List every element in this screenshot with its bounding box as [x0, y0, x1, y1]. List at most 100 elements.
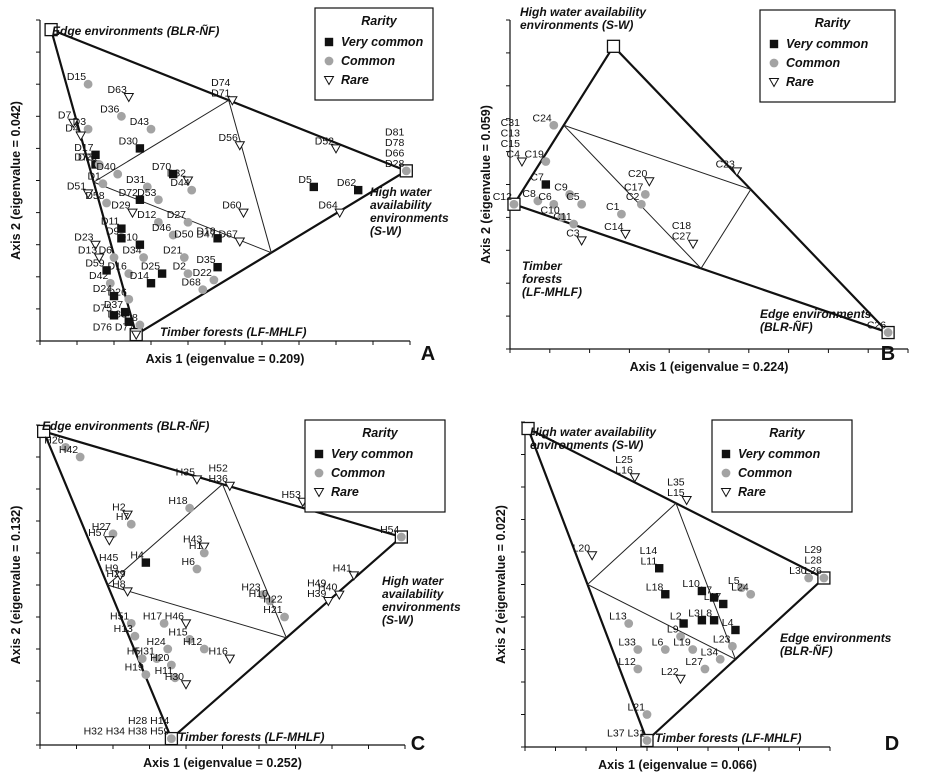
legend-marker-very-common — [769, 39, 779, 49]
data-point-common — [660, 645, 670, 654]
inner-triangle — [92, 99, 273, 254]
data-point-common — [108, 529, 118, 539]
data-point-common — [676, 632, 685, 641]
x-axis-label: Axis 1 (eigenvalue = 0.066) — [598, 758, 757, 772]
x-axis-label: Axis 1 (eigenvalue = 0.224) — [630, 360, 789, 374]
data-point-common — [98, 179, 108, 189]
data-point-common — [170, 673, 180, 683]
point-label: C8 — [522, 188, 536, 200]
data-point-common — [533, 196, 543, 206]
point-label: H57 — [88, 527, 107, 539]
point-label: L13 — [609, 611, 627, 623]
point-label: H7 — [116, 511, 130, 523]
environment-label: High water availability environments (S-W… — [530, 425, 657, 452]
data-point-very-common — [157, 269, 167, 278]
data-point-very-common — [146, 279, 156, 288]
data-point-very-common — [117, 234, 126, 243]
point-label: D1 — [87, 171, 101, 183]
data-point-common — [642, 710, 652, 719]
point-label: D29 — [111, 200, 130, 212]
data-point-common — [209, 275, 219, 285]
data-point-rare — [90, 240, 101, 251]
point-label: C23 — [716, 158, 735, 170]
y-axis-label: Axis 2 (eigenvalue = 0.042) — [9, 101, 23, 260]
data-point-common — [549, 120, 559, 130]
data-point-common — [577, 199, 587, 209]
point-label: D59 — [85, 257, 104, 269]
inner-triangle — [563, 124, 752, 270]
point-label: H29 H8 — [106, 568, 125, 591]
point-label: D24 — [93, 283, 112, 295]
data-point-common — [126, 619, 136, 628]
legend-title: Rarity — [769, 426, 805, 440]
point-label: D51 — [67, 180, 86, 192]
data-point-common — [102, 198, 111, 208]
point-label: H19 — [125, 662, 144, 674]
environment-label: Timber forests (LF-MHLF) — [522, 259, 582, 299]
data-point-rare — [234, 237, 246, 248]
data-point-common — [124, 294, 134, 304]
data-point-rare — [643, 177, 655, 187]
point-label: D8 — [124, 312, 138, 324]
data-point-rare — [334, 208, 346, 219]
point-label: D11 — [101, 216, 120, 228]
panel-d: High water availability environments (S-W… — [494, 419, 899, 772]
data-point-rare — [93, 253, 105, 264]
data-point-common — [509, 199, 519, 209]
point-label: H43 — [183, 534, 202, 546]
data-point-common — [137, 654, 147, 663]
data-point-very-common — [124, 317, 133, 326]
data-point-common — [61, 443, 70, 452]
legend-label-rare: Rare — [786, 75, 814, 89]
data-point-very-common — [135, 144, 145, 153]
point-label: H42 — [59, 444, 78, 456]
data-point-rare — [130, 330, 142, 341]
data-point-very-common — [213, 262, 222, 272]
point-label: H15 — [168, 626, 187, 638]
point-label: L29 L28 L26 — [804, 544, 822, 577]
data-point-common — [396, 532, 406, 542]
data-point-common — [265, 596, 275, 606]
legend-marker-very-common — [721, 449, 731, 459]
legend-label-common: Common — [738, 466, 793, 480]
data-point-common — [737, 583, 746, 593]
data-point-common — [192, 564, 202, 574]
data-point-common — [135, 320, 145, 330]
data-point-rare — [122, 587, 133, 597]
point-label: C17 — [624, 181, 643, 193]
legend-marker-common — [324, 56, 334, 66]
legend-marker-rare — [768, 78, 780, 88]
y-axis-label: Axis 2 (eigenvalue = 0.022) — [494, 505, 508, 664]
data-point-common — [746, 589, 756, 599]
point-label: D26 — [108, 286, 127, 298]
data-point-common — [199, 644, 209, 654]
point-label: H16 — [209, 646, 228, 658]
point-label: L33 — [618, 637, 636, 649]
legend-label-very-common: Very common — [331, 447, 414, 461]
point-label: D52 — [315, 135, 334, 147]
point-label: D33 — [108, 309, 127, 321]
point-label: H20 — [150, 652, 169, 664]
point-label: D35 — [196, 254, 215, 266]
point-label: D21 — [163, 245, 182, 257]
data-point-very-common — [679, 619, 688, 628]
data-point-common — [617, 209, 626, 219]
point-label: D43 — [130, 116, 149, 128]
point-label: D9 — [106, 225, 120, 237]
data-point-common — [117, 111, 126, 121]
panel-a: Edge environments (BLR-ÑF) High water avai… — [9, 7, 449, 366]
data-point-common — [549, 199, 559, 209]
point-label: H5 — [127, 646, 141, 658]
data-point-rare — [675, 674, 686, 685]
y-axis-label: Axis 2 (eigenvalue = 0.132) — [9, 506, 23, 665]
legend-box — [759, 9, 896, 103]
point-label: H11 — [155, 665, 174, 677]
data-point-very-common — [709, 593, 719, 602]
environment-label: Edge environments (BLR-ÑF) — [760, 307, 872, 334]
point-label: L35 L15 — [667, 477, 685, 500]
point-label: D14 — [130, 270, 149, 282]
data-point-common — [94, 160, 104, 169]
data-point-rare — [586, 551, 598, 561]
data-point-common — [401, 166, 411, 176]
data-point-rare — [103, 536, 115, 546]
